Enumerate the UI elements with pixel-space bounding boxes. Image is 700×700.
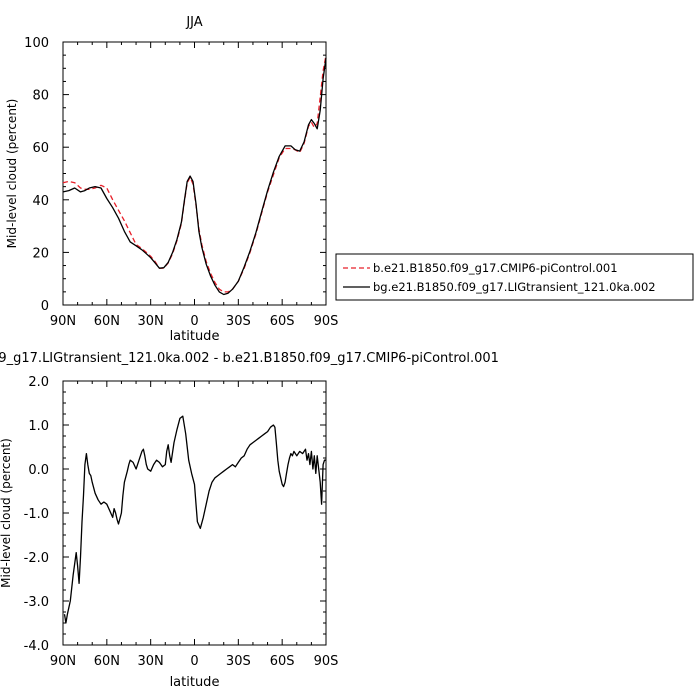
x-axis-label: latitude <box>170 675 220 690</box>
legend-box <box>335 253 694 301</box>
y-tick-label: 60 <box>32 141 49 156</box>
series-line-2 <box>62 57 327 296</box>
legend: b.e21.B1850.f09_g17.CMIP6-piControl.001b… <box>335 253 694 301</box>
y-tick-label: 40 <box>32 194 49 209</box>
x-tick-label: 90S <box>314 314 339 329</box>
series-line-1 <box>63 415 326 624</box>
plot-frame <box>62 380 327 646</box>
y-tick-label: -3.0 <box>24 595 49 610</box>
x-tick-label: 30N <box>138 314 164 329</box>
x-tick-label: 0 <box>190 654 198 669</box>
y-axis-label: Mid-level cloud (percent) <box>0 438 13 588</box>
y-tick-label: 80 <box>32 89 49 104</box>
y-tick-label: -4.0 <box>24 639 49 654</box>
legend-entry-2: bg.e21.B1850.f09_g17.LIGtransient_121.0k… <box>373 280 656 294</box>
chart-title: JJA <box>185 15 202 30</box>
series-line-1 <box>62 55 327 293</box>
y-tick-label: 20 <box>32 246 49 261</box>
x-tick-label: 30N <box>138 654 164 669</box>
chart-panel-2: bg.e21.B1850.f09_g17.LIGtransient_121.0k… <box>0 351 499 690</box>
x-tick-label: 60N <box>94 654 120 669</box>
x-tick-label: 90N <box>50 654 76 669</box>
x-tick-label: 60N <box>94 314 120 329</box>
legend-entry-1: b.e21.B1850.f09_g17.CMIP6-piControl.001 <box>373 261 618 275</box>
plot-frame <box>62 41 327 306</box>
x-tick-label: 30S <box>226 654 251 669</box>
x-tick-label: 60S <box>270 654 295 669</box>
x-tick-label: 30S <box>226 314 251 329</box>
y-axis-label: Mid-level cloud (percent) <box>5 99 19 249</box>
y-tick-label: 0.0 <box>28 463 49 478</box>
y-tick-label: 1.0 <box>28 419 49 434</box>
y-tick-label: 0 <box>41 299 49 314</box>
y-tick-label: 2.0 <box>28 375 49 390</box>
x-tick-label: 60S <box>270 314 295 329</box>
x-tick-label: 90N <box>50 314 76 329</box>
x-axis-label: latitude <box>170 329 220 344</box>
y-tick-label: -1.0 <box>24 507 49 522</box>
y-tick-label: 100 <box>24 36 49 51</box>
y-tick-label: -2.0 <box>24 551 49 566</box>
x-tick-label: 90S <box>314 654 339 669</box>
chart-panel-1: JJA 90N 60N 30N 0 30S 60S 90S 0 20 40 60 80 100 latitu… <box>5 15 338 344</box>
chart-title: bg.e21.B1850.f09_g17.LIGtransient_121.0k… <box>0 351 499 366</box>
x-tick-label: 0 <box>190 314 198 329</box>
